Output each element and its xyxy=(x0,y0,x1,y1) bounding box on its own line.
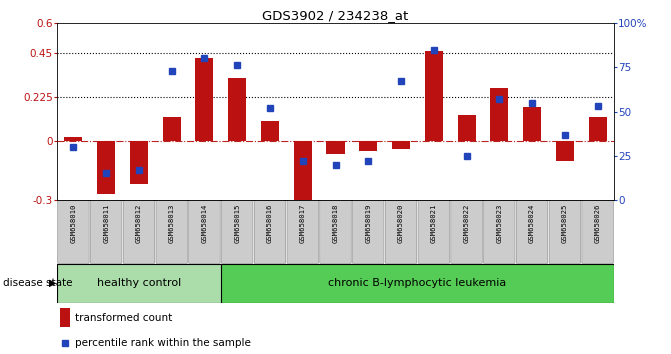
Bar xyxy=(162,118,180,141)
Bar xyxy=(97,141,115,194)
Bar xyxy=(261,121,279,141)
FancyBboxPatch shape xyxy=(418,201,450,264)
Text: GSM658018: GSM658018 xyxy=(333,204,338,243)
FancyBboxPatch shape xyxy=(352,201,384,264)
FancyBboxPatch shape xyxy=(221,201,253,264)
Bar xyxy=(458,115,476,141)
Bar xyxy=(491,88,509,141)
Text: GSM658013: GSM658013 xyxy=(168,204,174,243)
FancyBboxPatch shape xyxy=(549,201,580,264)
Text: GSM658010: GSM658010 xyxy=(70,204,76,243)
FancyBboxPatch shape xyxy=(91,201,122,264)
Bar xyxy=(392,141,410,149)
Text: ▶: ▶ xyxy=(49,278,56,288)
FancyBboxPatch shape xyxy=(287,201,319,264)
FancyBboxPatch shape xyxy=(123,201,154,264)
Text: GSM658022: GSM658022 xyxy=(464,204,470,243)
Text: GSM658023: GSM658023 xyxy=(497,204,503,243)
Text: GSM658012: GSM658012 xyxy=(136,204,142,243)
Bar xyxy=(130,141,148,184)
Bar xyxy=(327,141,344,154)
Bar xyxy=(556,141,574,161)
Text: GSM658017: GSM658017 xyxy=(300,204,306,243)
FancyBboxPatch shape xyxy=(484,201,515,264)
Text: chronic B-lymphocytic leukemia: chronic B-lymphocytic leukemia xyxy=(328,278,507,288)
Text: GSM658025: GSM658025 xyxy=(562,204,568,243)
Text: healthy control: healthy control xyxy=(97,278,181,288)
Text: GSM658019: GSM658019 xyxy=(365,204,371,243)
FancyBboxPatch shape xyxy=(385,201,417,264)
Text: GSM658021: GSM658021 xyxy=(431,204,437,243)
Text: disease state: disease state xyxy=(3,278,73,288)
Bar xyxy=(294,141,312,200)
FancyBboxPatch shape xyxy=(582,201,613,264)
Text: percentile rank within the sample: percentile rank within the sample xyxy=(75,338,251,348)
Bar xyxy=(195,58,213,141)
Text: GSM658020: GSM658020 xyxy=(398,204,404,243)
Text: GSM658014: GSM658014 xyxy=(201,204,207,243)
Bar xyxy=(523,107,541,141)
FancyBboxPatch shape xyxy=(517,201,548,264)
Text: transformed count: transformed count xyxy=(75,313,172,322)
Bar xyxy=(221,264,614,303)
Text: GSM658015: GSM658015 xyxy=(234,204,240,243)
Text: GSM658011: GSM658011 xyxy=(103,204,109,243)
Bar xyxy=(228,78,246,141)
Text: GSM658026: GSM658026 xyxy=(595,204,601,243)
Bar xyxy=(60,308,70,327)
FancyBboxPatch shape xyxy=(254,201,286,264)
Bar xyxy=(359,141,377,151)
FancyBboxPatch shape xyxy=(320,201,351,264)
FancyBboxPatch shape xyxy=(156,201,187,264)
FancyBboxPatch shape xyxy=(451,201,482,264)
Text: GSM658016: GSM658016 xyxy=(267,204,273,243)
Bar xyxy=(588,118,607,141)
Bar xyxy=(57,264,221,303)
FancyBboxPatch shape xyxy=(189,201,220,264)
Bar xyxy=(64,137,83,141)
FancyBboxPatch shape xyxy=(58,201,89,264)
Bar xyxy=(425,51,443,141)
Title: GDS3902 / 234238_at: GDS3902 / 234238_at xyxy=(262,9,409,22)
Text: GSM658024: GSM658024 xyxy=(529,204,535,243)
